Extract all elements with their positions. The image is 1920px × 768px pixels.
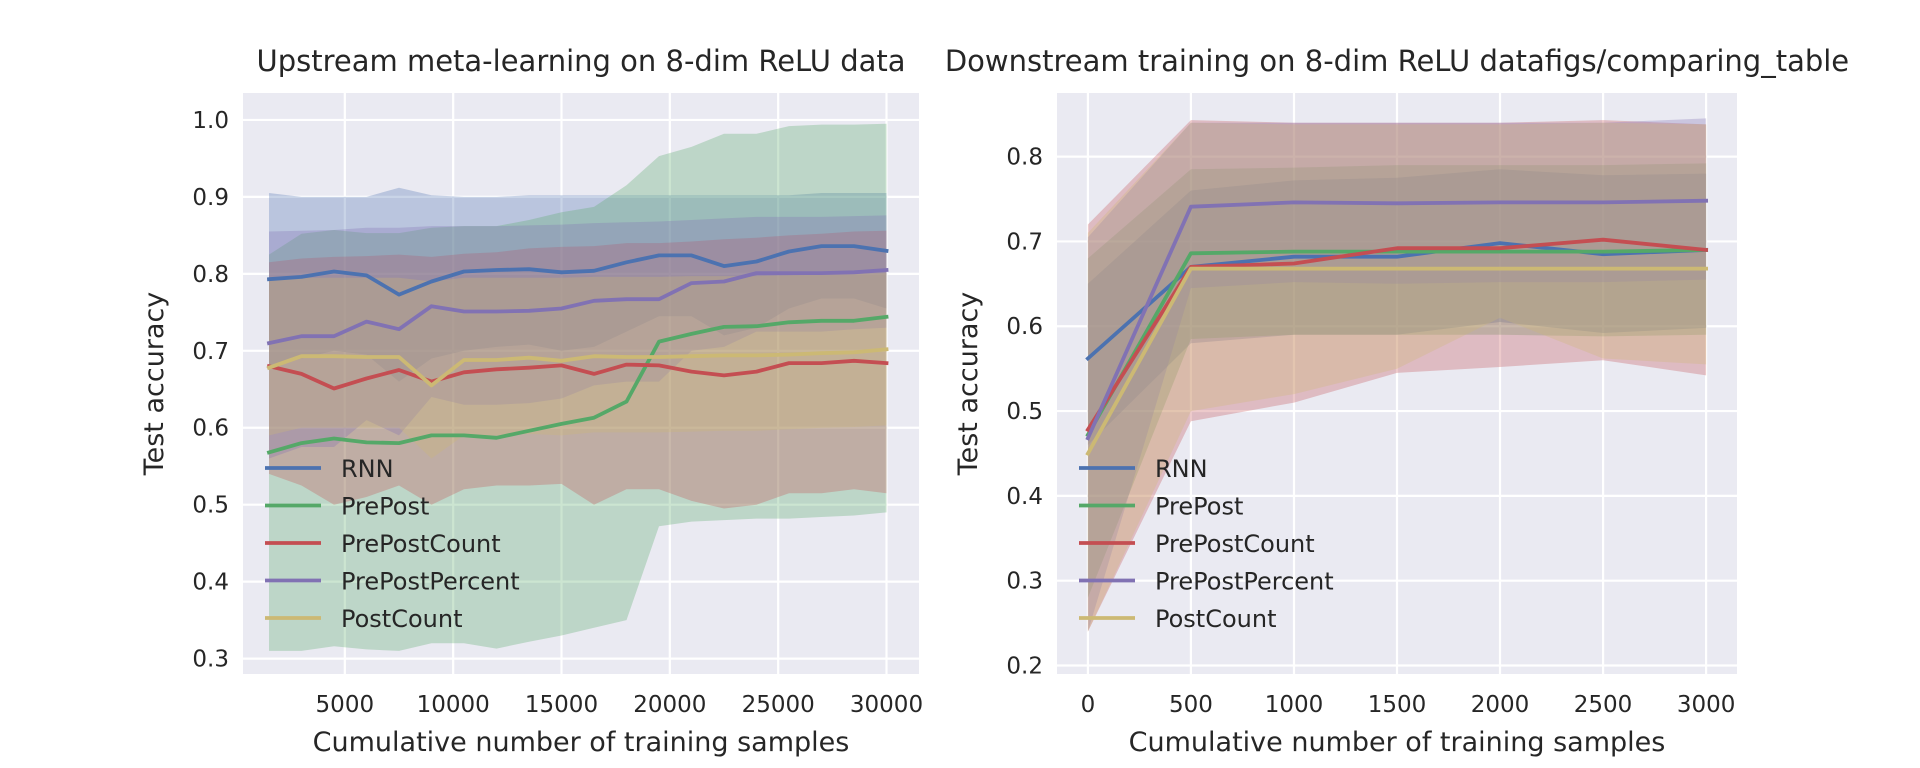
upstream-x-tick-label: 25000: [742, 692, 815, 718]
downstream-y-tick-label: 0.3: [1006, 569, 1043, 595]
downstream-legend: RNN PrePost PrePostCount PrePostPercent Post…: [1079, 455, 1334, 633]
downstream-x-tick-label: 2500: [1574, 692, 1633, 718]
downstream-chart: 0 500 1000 1500 2000 2500 3000 0.2 0.3 0.4 0.5 0.6 0…: [945, 44, 1849, 758]
downstream-x-tick-label: 500: [1169, 692, 1213, 718]
downstream-x-axis-label: Cumulative number of training samples: [1129, 727, 1666, 758]
downstream-y-tick-label: 0.8: [1006, 145, 1043, 171]
upstream-legend-label-prepost: PrePost: [341, 493, 429, 521]
upstream-y-tick-label: 0.7: [192, 339, 229, 365]
downstream-y-tick-label: 0.7: [1006, 229, 1043, 255]
upstream-y-tick-label: 0.4: [192, 570, 229, 596]
upstream-band-postcount: [269, 273, 887, 459]
downstream-band-rnn: [1087, 169, 1707, 446]
upstream-legend-label-prepostcount: PrePostCount: [341, 530, 501, 558]
downstream-x-tick-label: 1500: [1368, 692, 1427, 718]
upstream-x-tick-label: 10000: [417, 692, 490, 718]
upstream-line-prepost: [266, 314, 889, 455]
downstream-x-tick-label: 0: [1081, 692, 1096, 718]
upstream-line-postcount: [266, 347, 889, 388]
upstream-x-tick-label: 5000: [316, 692, 375, 718]
upstream-x-axis-label: Cumulative number of training samples: [313, 727, 850, 758]
upstream-legend: RNN PrePost PrePostCount PrePostPercent Post…: [265, 455, 520, 633]
upstream-y-tick-label: 0.8: [192, 262, 229, 288]
upstream-legend-label-prepostpercent: PrePostPercent: [341, 568, 520, 596]
upstream-y-tick-label: 0.6: [192, 416, 229, 442]
downstream-legend-label-postcount: PostCount: [1155, 605, 1277, 633]
upstream-legend-label-rnn: RNN: [341, 455, 394, 483]
downstream-line-prepost: [1085, 247, 1709, 438]
upstream-y-tick-label: 1.0: [192, 108, 229, 134]
upstream-band-prepostpercent: [269, 215, 887, 459]
downstream-y-tick-label: 0.6: [1006, 314, 1043, 340]
upstream-line-prepostpercent: [266, 267, 889, 346]
downstream-y-tick-label: 0.2: [1006, 654, 1043, 680]
upstream-y-tick-label: 0.5: [192, 493, 229, 519]
upstream-x-tick-label: 15000: [525, 692, 598, 718]
downstream-legend-label-rnn: RNN: [1155, 455, 1208, 483]
downstream-y-axis-label: Test accuracy: [953, 292, 984, 477]
downstream-line-postcount: [1085, 266, 1708, 457]
downstream-legend-label-prepostpercent: PrePostPercent: [1155, 568, 1334, 596]
upstream-legend-label-postcount: PostCount: [341, 605, 463, 633]
downstream-ticks: 0 500 1000 1500 2000 2500 3000 0.2 0.3 0.4 0.5 0.6 0…: [1006, 145, 1735, 718]
upstream-lines: [266, 244, 889, 455]
downstream-lines: [1085, 198, 1709, 457]
upstream-y-axis-label: Test accuracy: [139, 292, 170, 477]
downstream-band-prepostpercent: [1087, 118, 1707, 632]
downstream-x-tick-label: 1000: [1265, 692, 1324, 718]
downstream-line-prepostpercent: [1085, 198, 1709, 441]
downstream-band-prepost: [1087, 163, 1707, 598]
upstream-band-prepost: [269, 123, 887, 651]
upstream-grid: [243, 93, 919, 674]
upstream-y-tick-label: 0.9: [192, 185, 229, 211]
upstream-band-rnn: [269, 187, 887, 382]
downstream-bands: [1087, 118, 1707, 632]
downstream-grid: [1057, 93, 1737, 674]
downstream-x-tick-label: 2000: [1471, 692, 1530, 718]
downstream-legend-label-prepost: PrePost: [1155, 493, 1243, 521]
upstream-y-tick-label: 0.3: [192, 647, 229, 673]
downstream-x-tick-label: 3000: [1677, 692, 1736, 718]
upstream-line-rnn: [266, 244, 889, 297]
downstream-legend-label-prepostcount: PrePostCount: [1155, 530, 1315, 558]
upstream-chart: 5000 10000 15000 20000 25000 30000 0.3 0.4 0.5 0.…: [139, 44, 923, 758]
upstream-x-tick-label: 20000: [633, 692, 706, 718]
upstream-line-prepostcount: [266, 358, 889, 391]
upstream-chart-title: Upstream meta-learning on 8-dim ReLU dat…: [256, 44, 905, 78]
upstream-x-tick-label: 30000: [850, 692, 923, 718]
downstream-y-tick-label: 0.5: [1006, 399, 1043, 425]
downstream-chart-title: Downstream training on 8-dim ReLU datafi…: [945, 44, 1849, 78]
downstream-y-tick-label: 0.4: [1006, 484, 1043, 510]
upstream-ticks: 5000 10000 15000 20000 25000 30000 0.3 0.4 0.5 0.…: [192, 108, 923, 718]
